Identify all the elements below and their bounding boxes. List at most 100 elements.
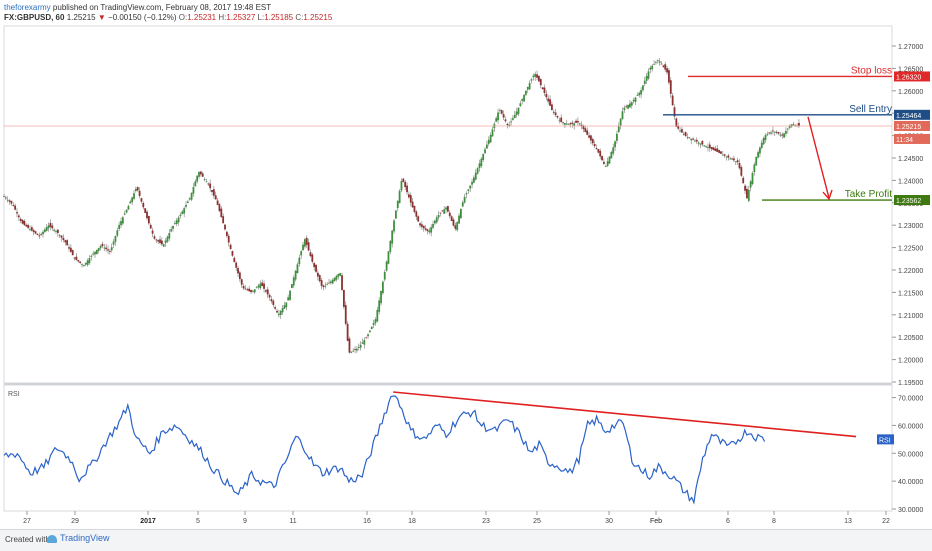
candle-body [3, 196, 5, 197]
time-tick-label: 11 [289, 518, 296, 525]
candle-body [606, 161, 609, 166]
candle-body [40, 233, 43, 235]
countdown-tag: 11:34 [896, 137, 913, 144]
candle-body [526, 86, 529, 90]
tradingview-logo-icon [47, 535, 57, 543]
candle-body [686, 136, 689, 138]
candle-body [465, 193, 468, 195]
candle-body [88, 258, 91, 264]
candle-body [480, 158, 483, 167]
candle-body [264, 290, 267, 292]
candle-body [679, 130, 681, 132]
candle-body [705, 146, 707, 148]
candle-body [521, 99, 524, 101]
candle-body [463, 196, 466, 203]
candle-body [285, 302, 288, 308]
price-tick-label: 1.22500 [898, 246, 923, 253]
candle-body [770, 132, 772, 134]
candle-body [502, 114, 505, 118]
candle-body [14, 205, 17, 210]
candle-body [623, 107, 626, 111]
time-tick-label: 2017 [140, 518, 156, 525]
price-pane[interactable] [3, 25, 893, 384]
candle-body [196, 175, 199, 182]
candle-body [608, 156, 611, 164]
candle-body [66, 240, 69, 246]
price-axis[interactable]: 1.270001.265001.260001.255001.250001.245… [892, 44, 923, 387]
candle-body [688, 137, 691, 139]
candle-body [355, 348, 358, 351]
candle-body [69, 247, 72, 252]
candle-body [757, 152, 759, 158]
published-text: published on TradingView.com, February 0… [52, 3, 272, 12]
take-profit-price-tag-bg [894, 195, 930, 206]
author-link[interactable]: theforexarmy [4, 3, 51, 12]
candle-body [244, 288, 247, 290]
candle-body [506, 123, 509, 126]
candle-body [289, 290, 291, 300]
candle-body [482, 153, 485, 161]
candle-body [183, 208, 186, 214]
candle-body [419, 223, 421, 226]
candle-body [348, 338, 351, 353]
candle-body [344, 305, 347, 324]
time-axis[interactable]: 27 29 2017 5 9 11 16 18 23 25 30 Feb 6 8 13 22 [23, 511, 890, 525]
candle-body [777, 132, 780, 134]
take-profit-label: Take Profit [845, 189, 892, 200]
candle-body [591, 139, 594, 144]
price-tick-label: 1.22000 [898, 268, 923, 275]
candle-body [153, 236, 156, 239]
candle-body [424, 228, 427, 230]
candle-body [666, 68, 668, 73]
candle-body [79, 261, 82, 263]
candle-body [103, 247, 106, 249]
candle-body [326, 284, 329, 286]
candle-body [415, 211, 418, 217]
candle-body [320, 280, 323, 286]
candle-body [238, 272, 241, 280]
candle-body [300, 251, 303, 256]
candle-body [279, 310, 282, 316]
candle-body [146, 211, 148, 219]
candle-body [430, 227, 433, 233]
publish-line: theforexarmy published on TradingView.co… [4, 3, 928, 13]
time-tick-label: 29 [71, 518, 79, 525]
candle-body [333, 277, 336, 282]
candle-body [55, 231, 57, 232]
candle-body [655, 62, 657, 63]
candle-body [123, 213, 126, 215]
candle-body [393, 220, 395, 232]
candle-body [578, 123, 581, 125]
candle-body [530, 79, 533, 81]
rsi-axis[interactable]: 70.0000 60.0000 50.0000 40.0000 30.0000 [892, 396, 923, 514]
candle-body [484, 149, 486, 154]
candle-body [43, 229, 46, 233]
ohlc-line: FX:GBPUSD, 60 1.25215 ▼ −0.00150 (−0.12%… [4, 13, 333, 22]
candle-body [144, 208, 147, 213]
candle-body [538, 75, 540, 82]
candle-body [170, 229, 173, 232]
price-tick-label: 1.20500 [898, 335, 923, 342]
candle-body [71, 250, 74, 256]
symbol-label[interactable]: FX:GBPUSD, 60 [4, 13, 65, 22]
tradingview-link[interactable]: TradingView [60, 533, 110, 543]
candle-body [562, 122, 564, 124]
candle-body [783, 133, 785, 138]
candle-body [448, 212, 451, 217]
candle-body [723, 154, 726, 156]
candle-body [337, 274, 340, 277]
candle-body [627, 104, 629, 109]
sell-entry-price-tag: 1.25464 [896, 113, 921, 120]
candle-body [638, 92, 641, 96]
candle-body [710, 147, 713, 150]
candle-body [118, 224, 121, 229]
candle-body [768, 132, 771, 134]
price-chart[interactable]: 1.270001.265001.260001.255001.250001.245… [0, 0, 932, 530]
candle-body [634, 97, 637, 102]
rsi-pane[interactable] [3, 384, 893, 512]
candle-body [268, 294, 271, 298]
candle-body [192, 187, 195, 194]
candle-body [394, 210, 397, 219]
candle-body [172, 225, 174, 229]
